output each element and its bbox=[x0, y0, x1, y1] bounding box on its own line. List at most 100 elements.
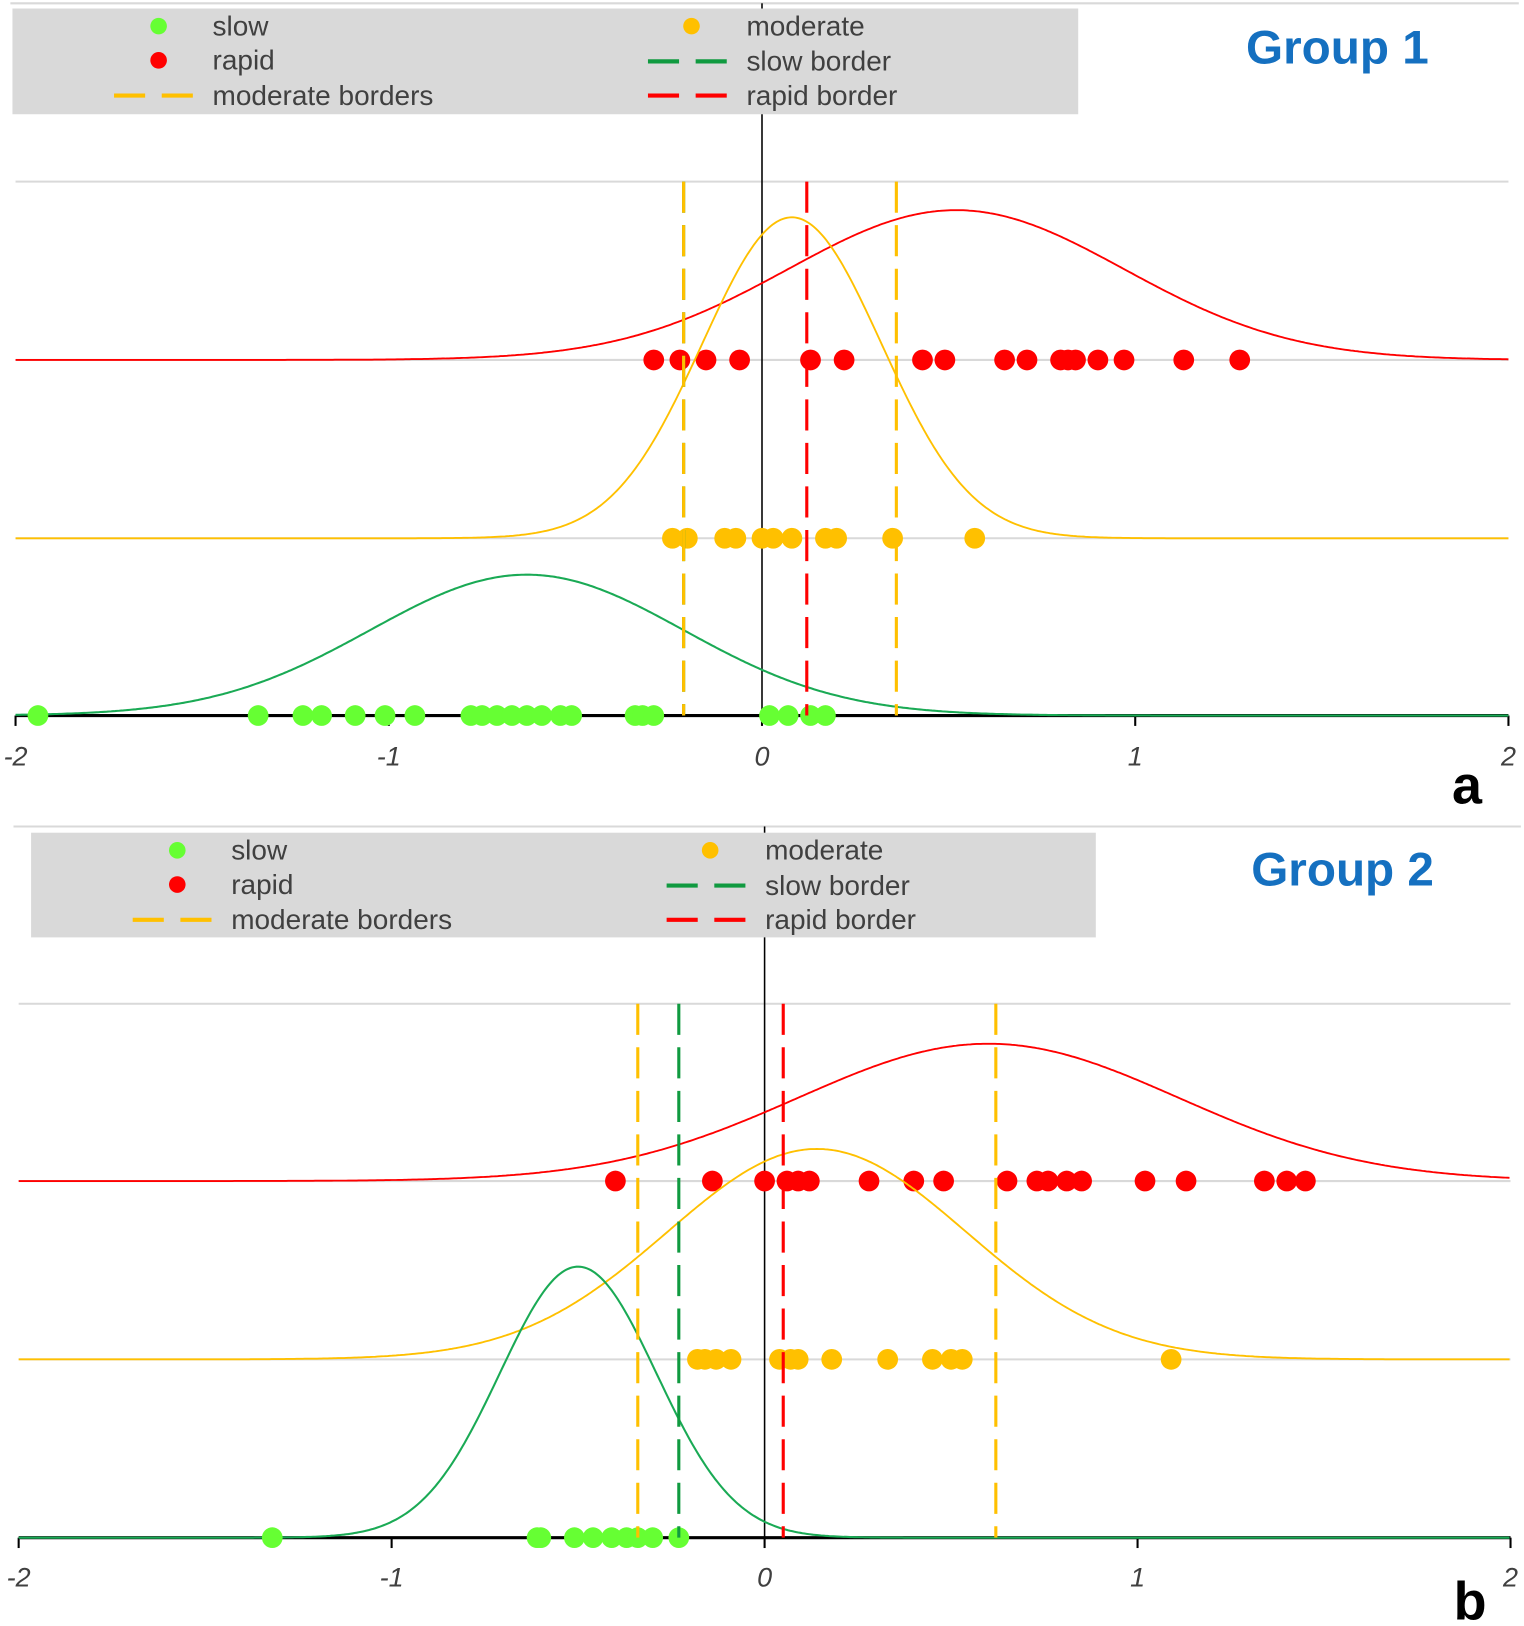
slow-point bbox=[759, 705, 780, 726]
rapid-point bbox=[1134, 1170, 1156, 1192]
rapid-point bbox=[1253, 1170, 1275, 1192]
slow-point bbox=[486, 705, 508, 726]
rapid-point bbox=[1113, 349, 1135, 371]
legend-rapid-marker bbox=[150, 52, 167, 69]
rapid-point bbox=[643, 349, 665, 371]
slow-point bbox=[261, 1527, 283, 1549]
slow-point bbox=[292, 705, 314, 726]
legend-moderate-borders-label: moderate borders bbox=[231, 904, 452, 935]
slow-point bbox=[777, 705, 799, 726]
legend-slow-border-label: slow border bbox=[746, 46, 891, 77]
x-tick-label: 1 bbox=[1130, 1562, 1145, 1592]
rapid-point bbox=[702, 1170, 723, 1192]
rapid-density-curve bbox=[15, 209, 1509, 361]
moderate-point bbox=[720, 1348, 742, 1370]
slow-point bbox=[815, 705, 836, 726]
slow-point bbox=[501, 705, 523, 726]
rapid-point bbox=[858, 1170, 880, 1192]
x-tick-label: 0 bbox=[757, 1562, 772, 1592]
legend-rapid-marker bbox=[168, 876, 186, 893]
slow-density-curve bbox=[15, 573, 1509, 717]
slow-point bbox=[601, 1527, 623, 1549]
legend-moderate-borders-label: moderate borders bbox=[213, 80, 434, 111]
slow-point bbox=[311, 705, 332, 726]
panel-title: Group 1 bbox=[1246, 21, 1429, 74]
slow-point bbox=[516, 705, 538, 726]
moderate-point bbox=[676, 527, 698, 549]
rapid-point bbox=[1175, 1170, 1197, 1192]
rapid-point bbox=[1016, 349, 1038, 371]
x-tick-label: -2 bbox=[4, 741, 28, 771]
panel-a: -2 -1 0 1 2 slow rapid moderate borders moderate… bbox=[4, 2, 1519, 816]
slow-point bbox=[561, 705, 583, 726]
rapid-point bbox=[1065, 349, 1086, 371]
x-tick-label: -1 bbox=[380, 1562, 404, 1592]
rapid-density-curve bbox=[18, 1042, 1510, 1182]
slow-point bbox=[642, 1527, 664, 1549]
rapid-point bbox=[994, 349, 1015, 371]
rapid-point bbox=[669, 349, 691, 371]
moderate-point bbox=[821, 1348, 843, 1370]
rapid-point bbox=[1087, 349, 1109, 371]
rapid-point bbox=[1295, 1170, 1316, 1192]
rapid-point bbox=[833, 349, 855, 371]
slow-point bbox=[247, 705, 269, 726]
slow-point bbox=[582, 1527, 604, 1549]
panel-title: Group 2 bbox=[1251, 844, 1434, 897]
moderate-point bbox=[877, 1348, 899, 1370]
moderate-point bbox=[951, 1348, 973, 1370]
legend-slow-label: slow bbox=[213, 10, 270, 41]
rapid-point bbox=[729, 349, 750, 371]
moderate-point bbox=[762, 527, 784, 549]
legend-moderate-label: moderate bbox=[765, 835, 883, 866]
moderate-point bbox=[787, 1348, 809, 1370]
legend-rapid-label: rapid bbox=[213, 45, 275, 76]
legend-moderate-label: moderate bbox=[746, 10, 864, 41]
legend-rapid-label: rapid bbox=[231, 869, 293, 900]
moderate-point bbox=[922, 1348, 943, 1370]
rapid-point bbox=[1229, 349, 1251, 371]
moderate-point bbox=[1160, 1348, 1182, 1370]
slow-point bbox=[471, 705, 493, 726]
legend-moderate-marker bbox=[683, 17, 700, 35]
slow-point bbox=[643, 705, 665, 726]
rapid-point bbox=[1037, 1170, 1059, 1192]
moderate-point bbox=[705, 1348, 727, 1370]
rapid-point bbox=[605, 1170, 626, 1192]
moderate-point bbox=[882, 527, 903, 549]
rapid-point bbox=[1173, 349, 1195, 371]
slow-point bbox=[564, 1527, 585, 1549]
panel-label: a bbox=[1452, 756, 1483, 816]
rapid-point bbox=[1056, 1170, 1078, 1192]
rapid-point bbox=[912, 349, 933, 371]
slow-point bbox=[531, 705, 553, 726]
rapid-point bbox=[1071, 1170, 1092, 1192]
rapid-point bbox=[934, 349, 956, 371]
moderate-point bbox=[964, 527, 986, 549]
x-tick-label: 0 bbox=[755, 741, 770, 771]
moderate-point bbox=[826, 527, 848, 549]
x-tick-label: -2 bbox=[7, 1562, 31, 1592]
x-tick-label: 1 bbox=[1128, 741, 1143, 771]
moderate-point bbox=[725, 527, 747, 549]
moderate-density-curve bbox=[18, 1147, 1510, 1361]
legend-moderate-marker bbox=[701, 842, 719, 859]
legend-slow-border-label: slow border bbox=[765, 870, 910, 901]
legend-rapid-border-label: rapid border bbox=[765, 904, 916, 935]
legend-rapid-border-label: rapid border bbox=[746, 80, 897, 111]
legend-slow-marker bbox=[168, 842, 186, 859]
moderate-density-curve bbox=[15, 216, 1509, 540]
rapid-point bbox=[798, 1170, 820, 1192]
x-tick-label: -1 bbox=[377, 741, 401, 771]
rapid-point bbox=[695, 349, 717, 371]
slow-point bbox=[530, 1527, 552, 1549]
rapid-point bbox=[933, 1170, 954, 1192]
legend-slow-label: slow bbox=[231, 835, 288, 866]
x-tick-label: 2 bbox=[1500, 741, 1516, 771]
rapid-point bbox=[800, 349, 821, 371]
slow-point bbox=[404, 705, 426, 726]
panel-label: b bbox=[1454, 1572, 1487, 1626]
